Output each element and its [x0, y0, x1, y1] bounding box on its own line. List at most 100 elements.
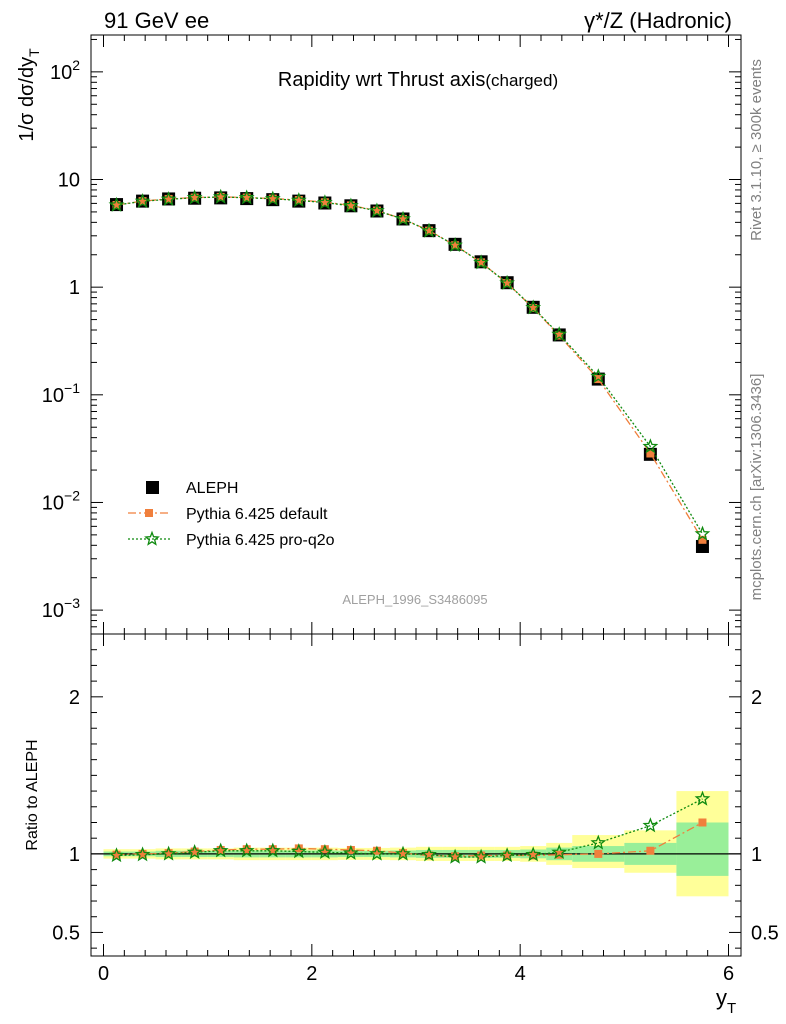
pythia-default-point: [398, 214, 407, 223]
ratio-proq2o-point: [369, 845, 385, 861]
header-right: γ*/Z (Hadronic): [584, 8, 732, 33]
legend: ALEPH Pythia 6.425 default Pythia 6.425 …: [128, 480, 335, 549]
ratio-inner-band: [676, 822, 729, 876]
ratio-default-point: [425, 851, 434, 860]
ratio-y-tick-label-right: 2: [751, 687, 762, 709]
y-tick-label: 10−3: [42, 595, 80, 622]
y-tick-label: 10−2: [42, 487, 80, 514]
pythia-default-point: [698, 535, 707, 544]
ratio-default-point: [190, 847, 199, 856]
ratio-default-point: [138, 849, 147, 858]
ratio-default-point: [242, 845, 251, 854]
x-tick-label: 4: [515, 963, 526, 985]
ratio-default-point: [646, 846, 655, 855]
ratio-proq2o-point: [264, 842, 281, 858]
pythia-proq2o-point: [290, 192, 307, 208]
analysis-watermark: ALEPH_1996_S3486095: [342, 592, 487, 607]
ratio-proq2o-point: [551, 843, 568, 860]
pythia-default-point: [320, 198, 329, 207]
x-tick-label: 2: [306, 963, 317, 985]
ratio-default-point: [294, 844, 303, 853]
chart-title: Rapidity wrt Thrust axis(charged): [278, 69, 558, 91]
pythia-proq2o-point: [264, 190, 281, 206]
ratio-y-tick-label: 0.5: [52, 922, 80, 944]
legend-star-shape: [144, 530, 160, 546]
pythia-proq2o-point: [395, 210, 411, 226]
ratio-default-point: [698, 818, 707, 827]
pythia-proq2o-point: [186, 189, 203, 205]
y-tick-label: 10−1: [42, 380, 80, 407]
ratio-y-tick-label-right: 1: [751, 844, 762, 866]
pythia-proq2o-point: [238, 189, 255, 205]
ratio-proq2o-point: [421, 846, 437, 862]
ratio-default-point: [216, 845, 225, 854]
ratio-proq2o-point: [590, 834, 607, 850]
ratio-y-axis-label: Ratio to ALEPH: [24, 739, 41, 850]
ratio-proq2o-point: [212, 842, 229, 858]
pythia-default-point: [216, 192, 225, 201]
y-tick-label: 102: [50, 57, 80, 84]
pythia-default-point: [451, 241, 460, 250]
ratio-default-point: [451, 852, 460, 861]
ratio-plot-frame: [90, 633, 742, 957]
ratio-default-point: [320, 845, 329, 854]
ratio-y-tick-label-right: 0.5: [751, 922, 779, 944]
pythia-proq2o-point: [369, 202, 385, 218]
ratio-default-point: [477, 851, 486, 860]
pythia-default-point: [190, 193, 199, 202]
pythia-proq2o-point: [642, 438, 659, 454]
ratio-proq2o-point: [447, 848, 463, 864]
pythia-default-point: [503, 279, 512, 288]
ratio-proq2o-point: [342, 844, 359, 860]
pythia-default-point: [164, 194, 173, 203]
y-tick-label: 1: [69, 277, 80, 299]
ratio-y-tick-label: 1: [69, 844, 80, 866]
pythia-proq2o-point: [343, 197, 359, 213]
pythia-proq2o-point: [160, 190, 177, 207]
pythia-proq2o-point: [590, 368, 607, 384]
ratio-default-point: [164, 849, 173, 858]
ratio-default-point: [503, 851, 512, 860]
pythia-proq2o-point: [473, 254, 490, 270]
pythia-default-point: [242, 193, 251, 202]
ratio-proq2o-point: [642, 817, 659, 833]
ratio-proq2o-point: [108, 847, 125, 863]
header-left: 91 GeV ee: [104, 8, 209, 33]
ratio-default-point: [594, 849, 603, 858]
pythia-proq2o-point: [499, 274, 516, 290]
ratio-proq2o-point: [694, 790, 711, 806]
x-tick-label: 0: [98, 963, 109, 985]
legend-label-aleph: ALEPH: [186, 480, 238, 497]
x-axis-label: yT: [716, 985, 736, 1017]
pythia-default-point: [346, 201, 355, 210]
pythia-default-point: [425, 226, 434, 235]
legend-marker-proq2o: [144, 530, 160, 546]
ratio-proq2o-point: [316, 843, 333, 860]
pythia-default-point: [138, 197, 147, 206]
pythia-proq2o-point: [316, 194, 333, 210]
ratio-proq2o-point: [473, 848, 490, 864]
ratio-default-point: [346, 845, 355, 854]
rivet-label: Rivet 3.1.10, ≥ 300k events: [748, 59, 765, 241]
ratio-default-point: [112, 850, 121, 859]
pythia-default-point: [529, 304, 538, 313]
mcplots-label: mcplots.cern.ch [arXiv:1306.3436]: [748, 374, 765, 601]
y-tick-label: 10: [58, 170, 80, 192]
x-tick-label: 6: [723, 963, 734, 985]
pythia-proq2o-point: [551, 326, 568, 342]
ratio-proq2o-point: [186, 843, 203, 860]
legend-marker-default: [145, 509, 153, 517]
ratio-proq2o-point: [525, 846, 542, 862]
legend-marker-aleph: [146, 481, 159, 494]
ratio-proq2o-point: [160, 845, 177, 861]
ratio-default-point: [268, 845, 277, 854]
y-axis-label: 1/σ dσ/dyT: [16, 48, 42, 142]
pythia-default-point: [646, 449, 655, 458]
ratio-proq2o-point: [395, 845, 411, 861]
pythia-proq2o-point: [525, 299, 542, 315]
pythia-proq2o-point: [108, 196, 125, 212]
legend-label-default: Pythia 6.425 default: [186, 506, 328, 523]
pythia-default-point: [477, 258, 486, 267]
pythia-default-point: [112, 200, 121, 209]
